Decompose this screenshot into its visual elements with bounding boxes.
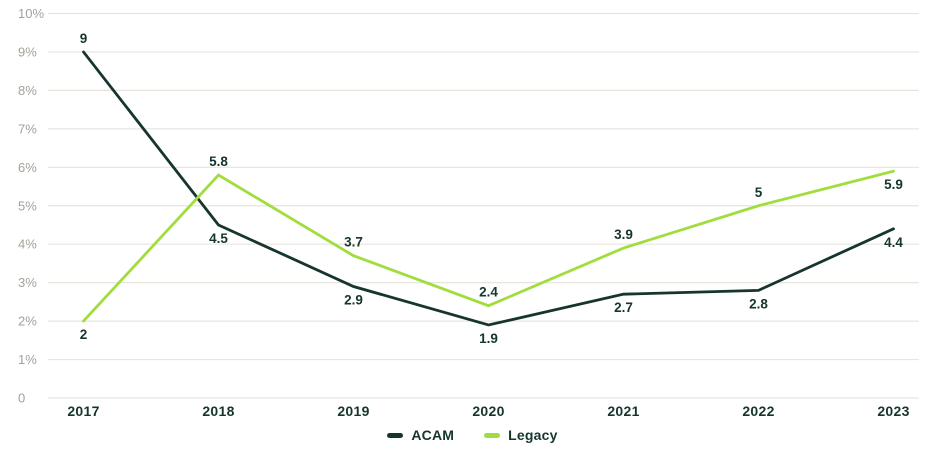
x-axis-label: 2019 [337,403,369,419]
legacy-line [82,169,895,323]
acam-data-label: 2.9 [344,292,363,307]
x-axis-label: 2023 [877,403,909,419]
y-axis-tick-label: 2% [18,314,37,329]
acam-legend-label: ACAM [411,427,455,443]
legacy-line-swatch-icon [484,432,501,438]
y-axis-tick-label: 6% [18,160,37,175]
y-axis-tick-label: 9% [18,44,37,59]
acam-data-label: 9 [80,31,88,46]
y-axis-tick-label: 5% [18,198,37,213]
legacy-legend-label: Legacy [508,427,558,443]
acam-line-swatch-icon [387,432,404,438]
y-axis-tick-label: 8% [18,83,37,98]
acam-data-label: 1.9 [479,331,498,346]
y-axis-tick-label: 10% [18,6,44,21]
x-axis-label: 2020 [472,403,504,419]
legend-item-legacy: Legacy [484,427,557,443]
legacy-data-label: 5.8 [209,154,228,169]
x-axis-label: 2021 [607,403,639,419]
y-axis-tick-label: 7% [18,121,37,136]
legacy-data-label: 3.7 [344,235,363,250]
legacy-data-label: 2 [80,327,88,342]
legacy-data-label: 5 [755,185,763,200]
x-axis-label: 2022 [742,403,774,419]
acam-data-label: 4.5 [209,231,228,246]
acam-data-label: 4.4 [884,235,903,250]
legacy-data-label: 3.9 [614,227,633,242]
y-axis-tick-label: 3% [18,275,37,290]
chart-legend: ACAM Legacy [0,427,945,443]
x-axis-label: 2018 [202,403,234,419]
legacy-data-label: 5.9 [884,177,903,192]
y-axis-tick-label: 1% [18,352,37,367]
acam-line [82,50,895,327]
acam-data-label: 2.8 [749,296,768,311]
legend-item-acam: ACAM [387,427,454,443]
y-axis-tick-label: 0 [18,391,25,406]
acam-data-label: 2.7 [614,300,633,315]
y-axis-tick-label: 4% [18,237,37,252]
legacy-data-label: 2.4 [479,285,498,300]
x-axis-label: 2017 [67,403,99,419]
